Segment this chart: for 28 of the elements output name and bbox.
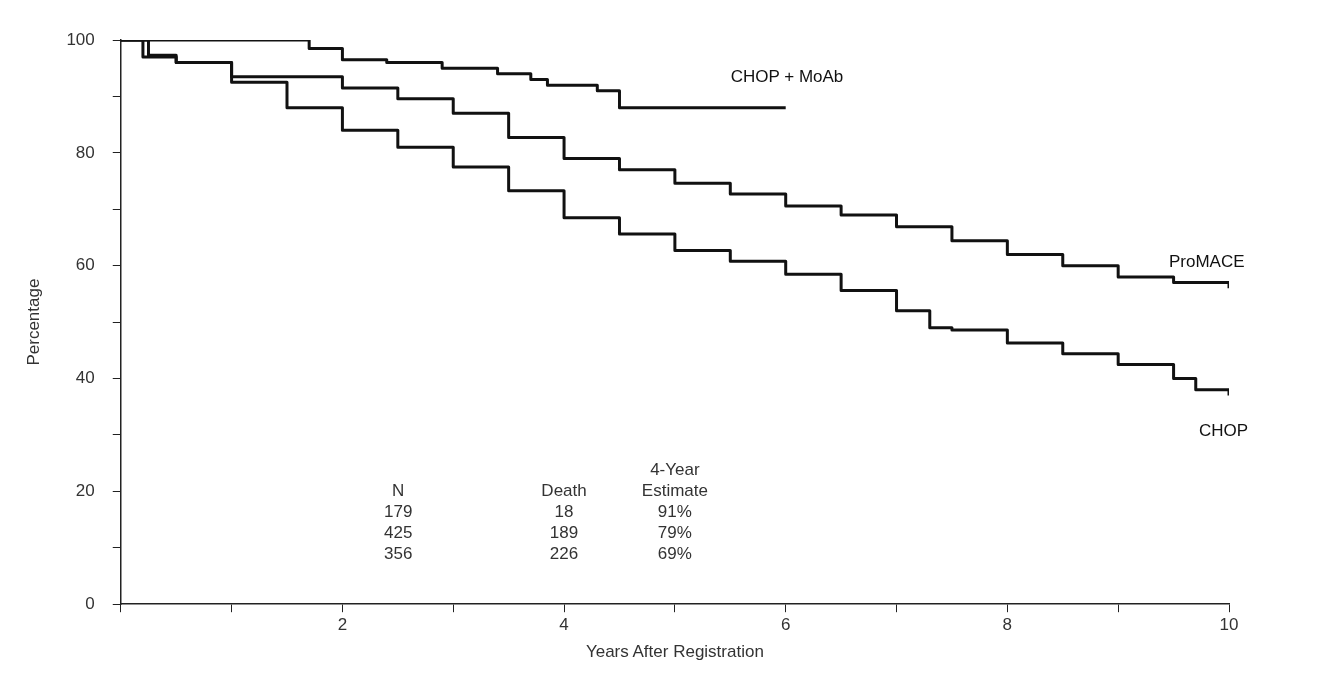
series-label: ProMACE (1169, 251, 1245, 271)
x-tick-label: 6 (780, 615, 791, 635)
x-tick-label: 10 (1219, 615, 1239, 635)
annotation: 189 (549, 523, 579, 543)
annotation: 91% (657, 502, 692, 522)
y-tick-label: 100 (66, 29, 95, 49)
annotation: 79% (657, 523, 692, 543)
y-tick-label: 80 (75, 142, 95, 162)
series-label: CHOP + MoAb (730, 67, 844, 87)
annotation: 356 (384, 544, 413, 564)
y-tick-label: 40 (75, 368, 95, 388)
y-tick-label: 20 (75, 481, 95, 501)
x-axis-title: Years After Registration (585, 642, 764, 662)
annotation: 179 (384, 502, 413, 522)
series-label: CHOP (1199, 421, 1249, 441)
x-tick-label: 8 (1002, 615, 1013, 635)
x-tick-label: 2 (337, 615, 348, 635)
annotation: Death (541, 481, 587, 501)
y-axis-title: Percentage (23, 278, 43, 366)
annotation: 69% (657, 544, 692, 564)
annotation: 425 (384, 523, 413, 543)
annotation: 4-Year Estimate (641, 460, 708, 501)
y-tick-label: 60 (75, 255, 95, 275)
y-tick-label: 0 (85, 593, 95, 613)
x-tick-label: 4 (559, 615, 569, 635)
annotation: 18 (554, 502, 574, 522)
annotation: N (392, 481, 405, 501)
annotation: 226 (549, 544, 579, 564)
